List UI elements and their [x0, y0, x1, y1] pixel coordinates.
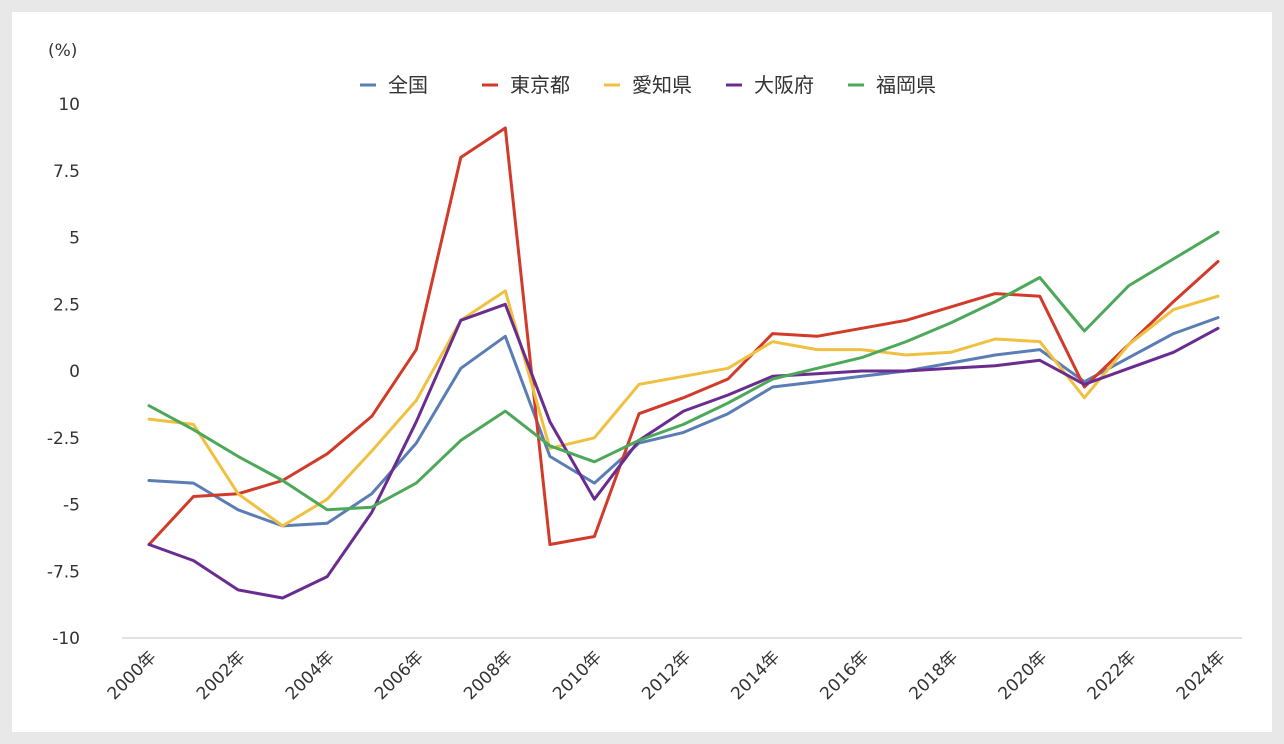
- chart-panel: (%) 全国 東京都 愛知県 大阪府 福岡県 10 7.5 5 2.5 0 -2.5 -5 -7.5 -…: [12, 12, 1272, 732]
- y-tick-label: 0: [69, 362, 80, 382]
- x-tick-label: 2016年: [816, 647, 873, 704]
- x-tick-label: 2006年: [371, 647, 428, 704]
- x-tick-label: 2024年: [1173, 647, 1230, 704]
- x-tick-label: 2022年: [1084, 647, 1141, 704]
- y-tick-label: -10: [52, 629, 80, 649]
- y-tick-label: 5: [69, 229, 80, 249]
- x-tick-label: 2014年: [727, 647, 784, 704]
- legend: 全国 東京都 愛知県 大阪府 福岡県: [360, 73, 936, 97]
- legend-label: 東京都: [510, 73, 570, 97]
- x-axis-ticks: 2000年 2002年 2004年 2006年 2008年 2010年 2012年 2014年…: [104, 647, 1230, 704]
- x-tick-label: 2020年: [995, 647, 1052, 704]
- series-lines: [147, 126, 1220, 600]
- x-tick-label: 2010年: [549, 647, 606, 704]
- x-tick-label: 2002年: [193, 647, 250, 704]
- x-tick-label: 2012年: [638, 647, 695, 704]
- legend-label: 大阪府: [754, 73, 814, 97]
- series-line-1: [147, 126, 1220, 546]
- series-line-0: [147, 316, 1220, 528]
- y-tick-label: 10: [58, 95, 80, 115]
- x-tick-label: 2000年: [104, 647, 161, 704]
- series-line-2: [147, 289, 1220, 528]
- y-tick-label: -7.5: [47, 562, 80, 582]
- y-tick-label: 7.5: [53, 162, 80, 182]
- y-tick-label: -2.5: [47, 429, 80, 449]
- x-tick-label: 2004年: [282, 647, 339, 704]
- y-axis-unit-label: (%): [48, 41, 77, 61]
- y-axis-ticks: 10 7.5 5 2.5 0 -2.5 -5 -7.5 -10: [47, 95, 80, 649]
- line-chart: (%) 全国 東京都 愛知県 大阪府 福岡県 10 7.5 5 2.5 0 -2.5 -5 -7.5 -…: [47, 41, 1242, 704]
- series-line-3: [147, 302, 1220, 600]
- x-tick-label: 2018年: [906, 647, 963, 704]
- x-tick-label: 2008年: [460, 647, 517, 704]
- legend-label: 愛知県: [632, 73, 692, 97]
- series-line-4: [147, 230, 1220, 512]
- y-tick-label: -5: [63, 496, 80, 516]
- y-tick-label: 2.5: [53, 295, 80, 315]
- legend-label: 福岡県: [876, 73, 936, 97]
- legend-label: 全国: [388, 73, 428, 97]
